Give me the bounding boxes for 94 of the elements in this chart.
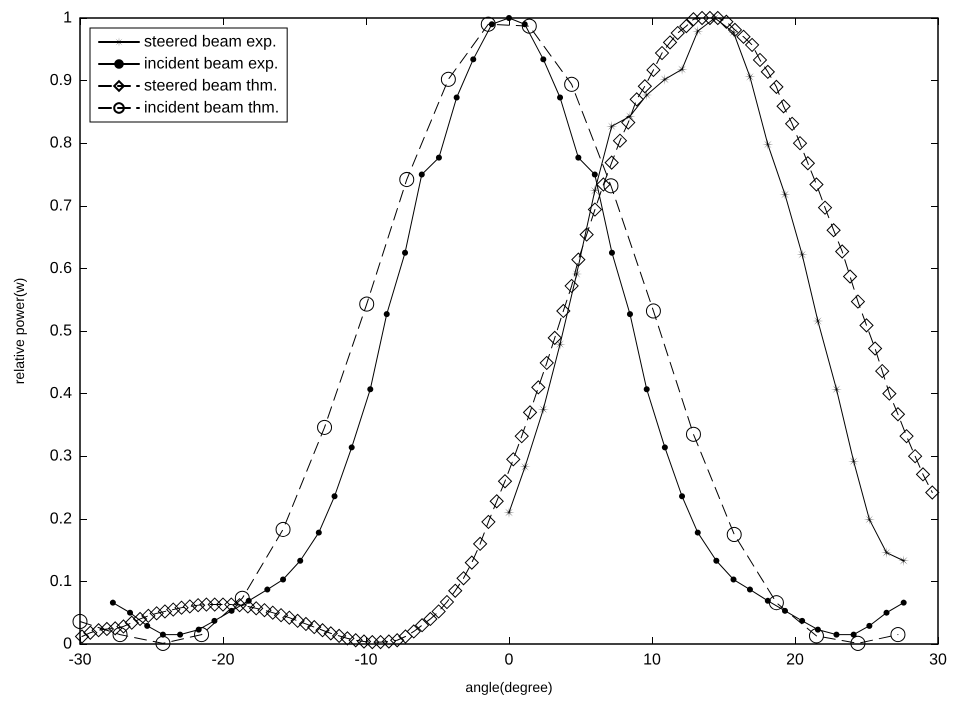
y-tick-label: 0.7 <box>50 197 72 214</box>
point <box>662 444 668 450</box>
x-tick-label: 0 <box>504 652 514 668</box>
point <box>522 18 537 34</box>
point <box>589 185 600 196</box>
point <box>276 522 291 537</box>
point <box>297 558 304 564</box>
x-tick-label: 30 <box>929 652 947 668</box>
y-tick-label: 0.9 <box>50 72 72 90</box>
point <box>470 56 476 62</box>
point <box>440 72 456 87</box>
point <box>488 21 495 28</box>
point <box>850 632 857 638</box>
point <box>850 636 866 651</box>
point <box>127 610 134 616</box>
x-axis-title: angle(degree) <box>465 679 553 695</box>
point <box>592 172 598 178</box>
point <box>367 386 374 392</box>
point <box>782 608 788 614</box>
point <box>900 600 907 606</box>
point <box>848 456 860 467</box>
point <box>506 15 512 21</box>
point <box>194 627 210 642</box>
y-tick-label: 0.4 <box>50 385 72 402</box>
point <box>768 595 784 610</box>
point <box>538 404 549 415</box>
point <box>864 514 875 525</box>
point <box>454 94 460 100</box>
point <box>564 76 580 92</box>
point <box>557 94 564 100</box>
point <box>110 600 116 606</box>
point <box>866 622 872 629</box>
y-tick-label: 0 <box>63 636 72 652</box>
point <box>480 16 496 32</box>
point <box>606 120 618 132</box>
point <box>692 26 704 37</box>
point <box>155 636 170 651</box>
legend-label: incident beam thm. <box>144 100 280 116</box>
point <box>399 172 414 188</box>
x-tick-label: 20 <box>786 652 804 668</box>
point <box>177 632 184 638</box>
legend-label: incident beam exp. <box>144 56 278 72</box>
point <box>730 576 737 583</box>
x-tick-label: -10 <box>354 652 378 668</box>
point <box>418 172 425 178</box>
x-tick-label: -20 <box>211 652 235 668</box>
point <box>833 632 840 638</box>
point <box>348 444 355 450</box>
point <box>264 586 270 593</box>
point <box>646 303 661 318</box>
point <box>608 250 615 256</box>
y-tick-label: 0.8 <box>50 134 72 152</box>
legend-label: steered beam thm. <box>144 78 278 94</box>
point <box>898 555 910 566</box>
y-tick-label: 1 <box>63 10 72 26</box>
point <box>808 628 824 644</box>
point <box>112 627 128 642</box>
point <box>402 250 408 256</box>
point <box>211 618 218 624</box>
x-tick-label: -30 <box>68 652 92 668</box>
point <box>72 614 88 629</box>
point <box>540 56 546 62</box>
x-tick-label: 10 <box>643 652 661 668</box>
point <box>726 526 742 542</box>
y-tick-label: 0.5 <box>50 322 72 340</box>
point <box>746 586 753 593</box>
point <box>280 576 286 583</box>
point <box>659 74 670 85</box>
y-tick-label: 0.2 <box>50 510 72 528</box>
point <box>384 311 390 318</box>
point <box>359 296 374 312</box>
point <box>317 420 332 435</box>
y-tick-label: 0.6 <box>50 260 72 277</box>
point <box>575 154 582 161</box>
y-tick-label: 0.1 <box>50 572 72 590</box>
y-axis-title: relative power(w) <box>11 278 27 384</box>
point <box>626 311 633 318</box>
point <box>694 530 701 536</box>
point <box>144 622 150 629</box>
point <box>332 493 338 500</box>
point <box>679 493 686 500</box>
point <box>686 426 701 442</box>
point <box>713 558 720 564</box>
point <box>796 249 808 260</box>
point <box>234 590 250 606</box>
point <box>316 530 322 536</box>
legend-label: steered beam exp. <box>144 34 277 50</box>
point <box>436 154 442 161</box>
y-tick-label: 0.3 <box>50 448 72 465</box>
point <box>890 627 906 642</box>
point <box>644 386 650 392</box>
point <box>799 618 806 624</box>
point <box>603 178 618 194</box>
point <box>884 610 890 616</box>
